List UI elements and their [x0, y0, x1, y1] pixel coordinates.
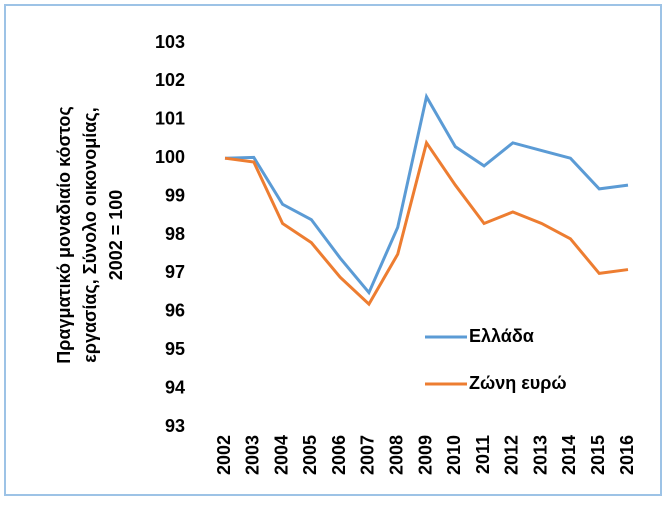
- y-tick-label: 99: [165, 185, 185, 205]
- series-line: [224, 139, 629, 307]
- legend-label: Ελλάδα: [469, 326, 534, 346]
- y-axis-label: Πραγματικό μοναδιαίο κόστος: [54, 106, 74, 363]
- x-tick-label: 2005: [300, 435, 320, 475]
- series-line: [224, 92, 629, 296]
- y-tick-label: 94: [165, 377, 185, 397]
- x-tick-label: 2009: [415, 435, 435, 475]
- y-axis-label: 2002 = 100: [106, 190, 126, 281]
- x-tick-label: 2014: [559, 435, 579, 475]
- y-tick-label: 103: [155, 32, 185, 52]
- x-tick-label: 2003: [243, 435, 263, 475]
- x-tick-label: 2002: [214, 435, 234, 475]
- legend-label: Ζώνη ευρώ: [469, 373, 567, 393]
- y-tick-label: 102: [155, 70, 185, 90]
- y-tick-label: 101: [155, 109, 185, 129]
- x-tick-label: 2011: [473, 435, 493, 474]
- x-tick-label: 2007: [358, 435, 378, 475]
- y-tick-label: 100: [155, 147, 185, 167]
- x-tick-label: 2004: [271, 435, 291, 475]
- y-tick-label: 96: [165, 301, 185, 321]
- x-tick-label: 2010: [444, 435, 464, 475]
- x-tick-label: 2012: [502, 435, 522, 475]
- x-tick-label: 2013: [530, 435, 550, 475]
- x-tick-label: 2008: [386, 435, 406, 475]
- y-tick-label: 98: [165, 224, 185, 244]
- y-tick-label: 93: [165, 416, 185, 436]
- y-axis-label: εργασίας, Σύνολο οικονομίας,: [80, 107, 100, 362]
- y-tick-label: 97: [165, 262, 185, 282]
- x-tick-label: 2016: [617, 435, 637, 475]
- y-tick-label: 95: [165, 339, 185, 359]
- x-tick-label: 2006: [329, 435, 349, 475]
- x-tick-label: 2015: [588, 435, 608, 475]
